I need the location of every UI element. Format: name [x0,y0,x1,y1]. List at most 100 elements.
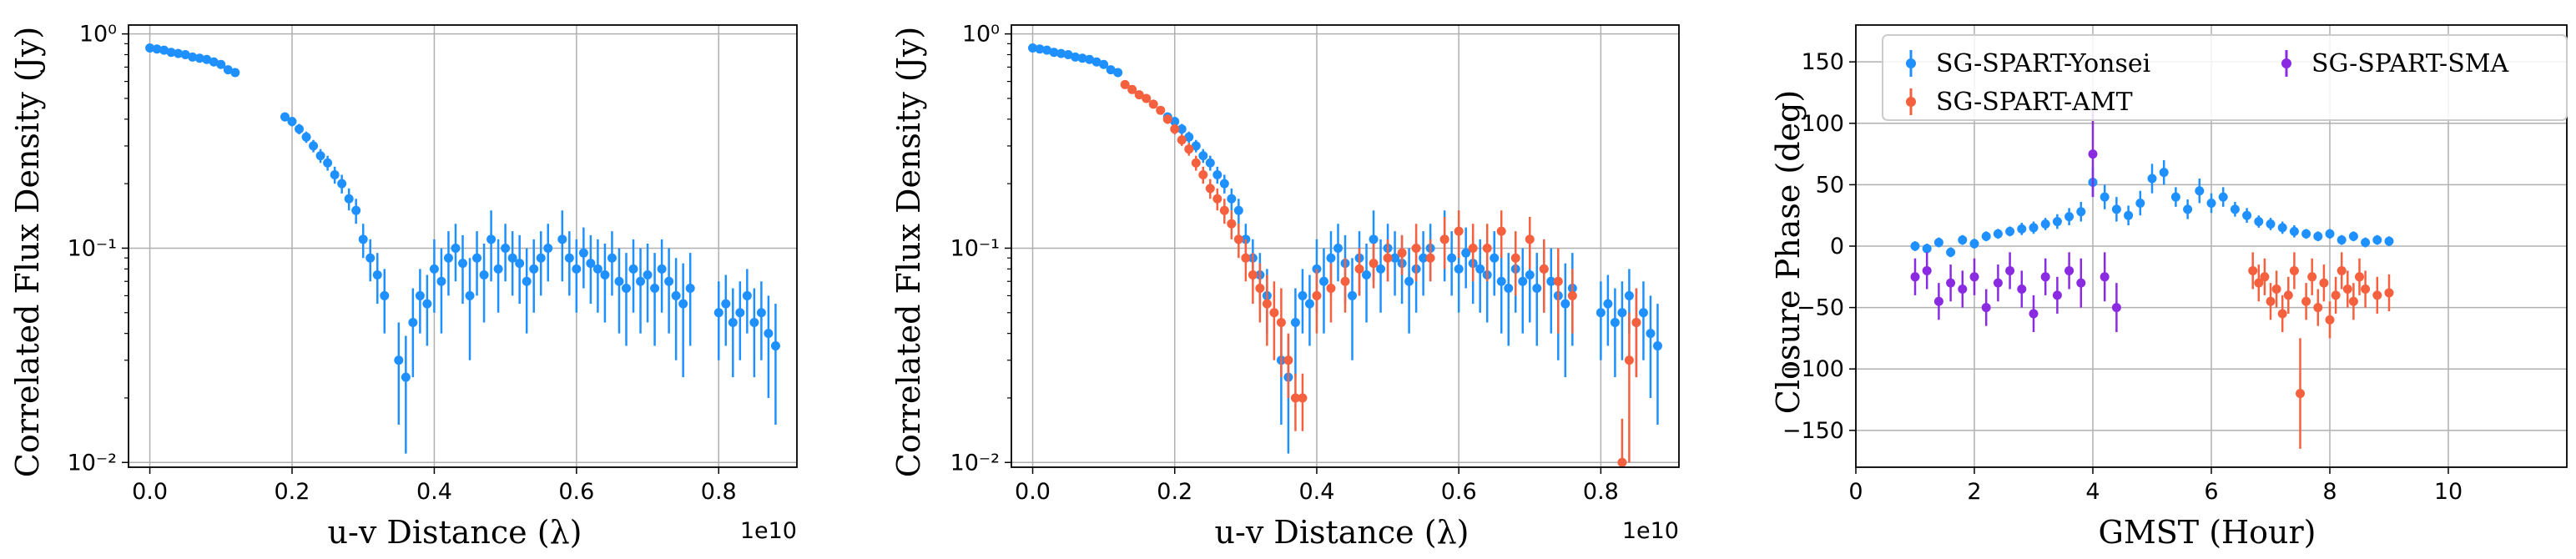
data-point [671,290,681,300]
data-point [1113,68,1123,78]
panel-closure-phase: Closure Phase (deg) GMST (Hour) 0 2 4 6 8 10 1… [1770,24,2568,551]
data-point [2248,265,2258,275]
data-point [1227,219,1237,229]
data-point [764,329,774,339]
x-tick-label: 0.0 [132,479,168,505]
data-point [2384,288,2394,298]
data-point [230,68,240,78]
data-point [1318,276,1328,286]
y-tick-label: 10⁰ [79,22,117,48]
data-point [1546,276,1556,286]
data-point [2170,192,2180,202]
data-point [188,52,198,62]
data-point [2076,278,2086,288]
data-point [529,264,539,274]
plot-data [145,43,780,454]
data-point [315,151,325,161]
data-point [330,170,340,180]
data-point [1212,194,1222,204]
data-point [1170,124,1180,134]
data-point [2111,303,2121,313]
data-point [2052,290,2062,300]
data-point [1162,114,1172,124]
data-point [2337,265,2347,275]
data-point [1496,276,1506,286]
axes-frame [1855,24,2568,468]
data-point [1404,276,1414,286]
data-point [600,270,610,280]
data-point [2289,226,2299,236]
y-tick-label: 0 [1830,234,1844,259]
x-tick-label: 0.6 [558,479,594,505]
data-point [1312,290,1322,300]
y-tick-label: −100 [1782,356,1844,382]
y-tick-label: −150 [1782,418,1844,444]
data-point [2040,272,2050,282]
series-sg-spart-amt [1120,79,1641,467]
legend-label-amt: SG-SPART-AMT [1936,88,2133,117]
y-axis-label: Closure Phase (deg) [1770,90,1807,414]
data-point [1191,141,1201,151]
data-point [2254,278,2264,288]
data-point [2040,219,2050,229]
data-point [1539,264,1549,274]
data-point [2342,285,2352,295]
data-point [2052,217,2062,227]
data-point [1993,229,2003,239]
data-point [1475,264,1485,274]
data-point [1219,179,1229,189]
data-point [1290,318,1300,328]
data-point [1134,90,1144,100]
data-point [451,243,461,253]
x-tick-label: 0.4 [1298,479,1334,505]
data-point [1504,284,1514,294]
data-point [592,264,602,274]
data-point [636,276,646,286]
data-point [380,290,390,300]
data-point [650,284,660,294]
y-tick-label: 10⁻¹ [68,235,117,261]
data-point [1212,170,1222,180]
data-point [515,259,525,269]
x-axis-label: GMST (Hour) [2098,514,2316,551]
data-point [621,284,631,294]
data-point [493,264,503,274]
x-tick-label: 0.8 [701,479,737,505]
data-point [1205,158,1215,168]
data-point [1148,99,1158,109]
data-point [1969,239,1979,249]
data-point [1091,57,1101,67]
data-point [209,57,219,67]
data-point [337,179,347,189]
y-tick-label: 50 [1816,172,1844,198]
data-point [557,234,567,244]
data-point [742,290,752,300]
data-point [2325,315,2335,325]
data-point [1283,355,1293,365]
data-point [1304,299,1314,309]
data-point [1490,253,1500,263]
data-point [2277,223,2287,233]
legend-marker-yonsei-dot [1906,58,1916,68]
data-point [1340,276,1350,286]
x-tick-label: 0 [1848,479,1863,505]
data-point [2183,204,2193,214]
data-point [486,234,497,244]
data-point [1532,284,1542,294]
data-point [543,243,553,253]
x-tick-label: 8 [2322,479,2337,505]
axes: 0.0 0.2 0.4 0.6 0.8 10⁰ 10⁻¹ 10⁻² [950,22,1680,505]
x-tick-label: 0.4 [416,479,452,505]
data-point [1946,247,1956,257]
data-point [770,341,780,351]
data-point [401,372,411,382]
data-point [628,264,638,274]
y-tick-label: 10⁻² [950,450,1000,476]
data-point [1219,205,1229,215]
data-point [1099,59,1109,69]
data-point [309,141,319,151]
legend-marker-amt-dot [1906,97,1916,107]
data-point [2266,219,2276,229]
data-point [2361,285,2371,295]
